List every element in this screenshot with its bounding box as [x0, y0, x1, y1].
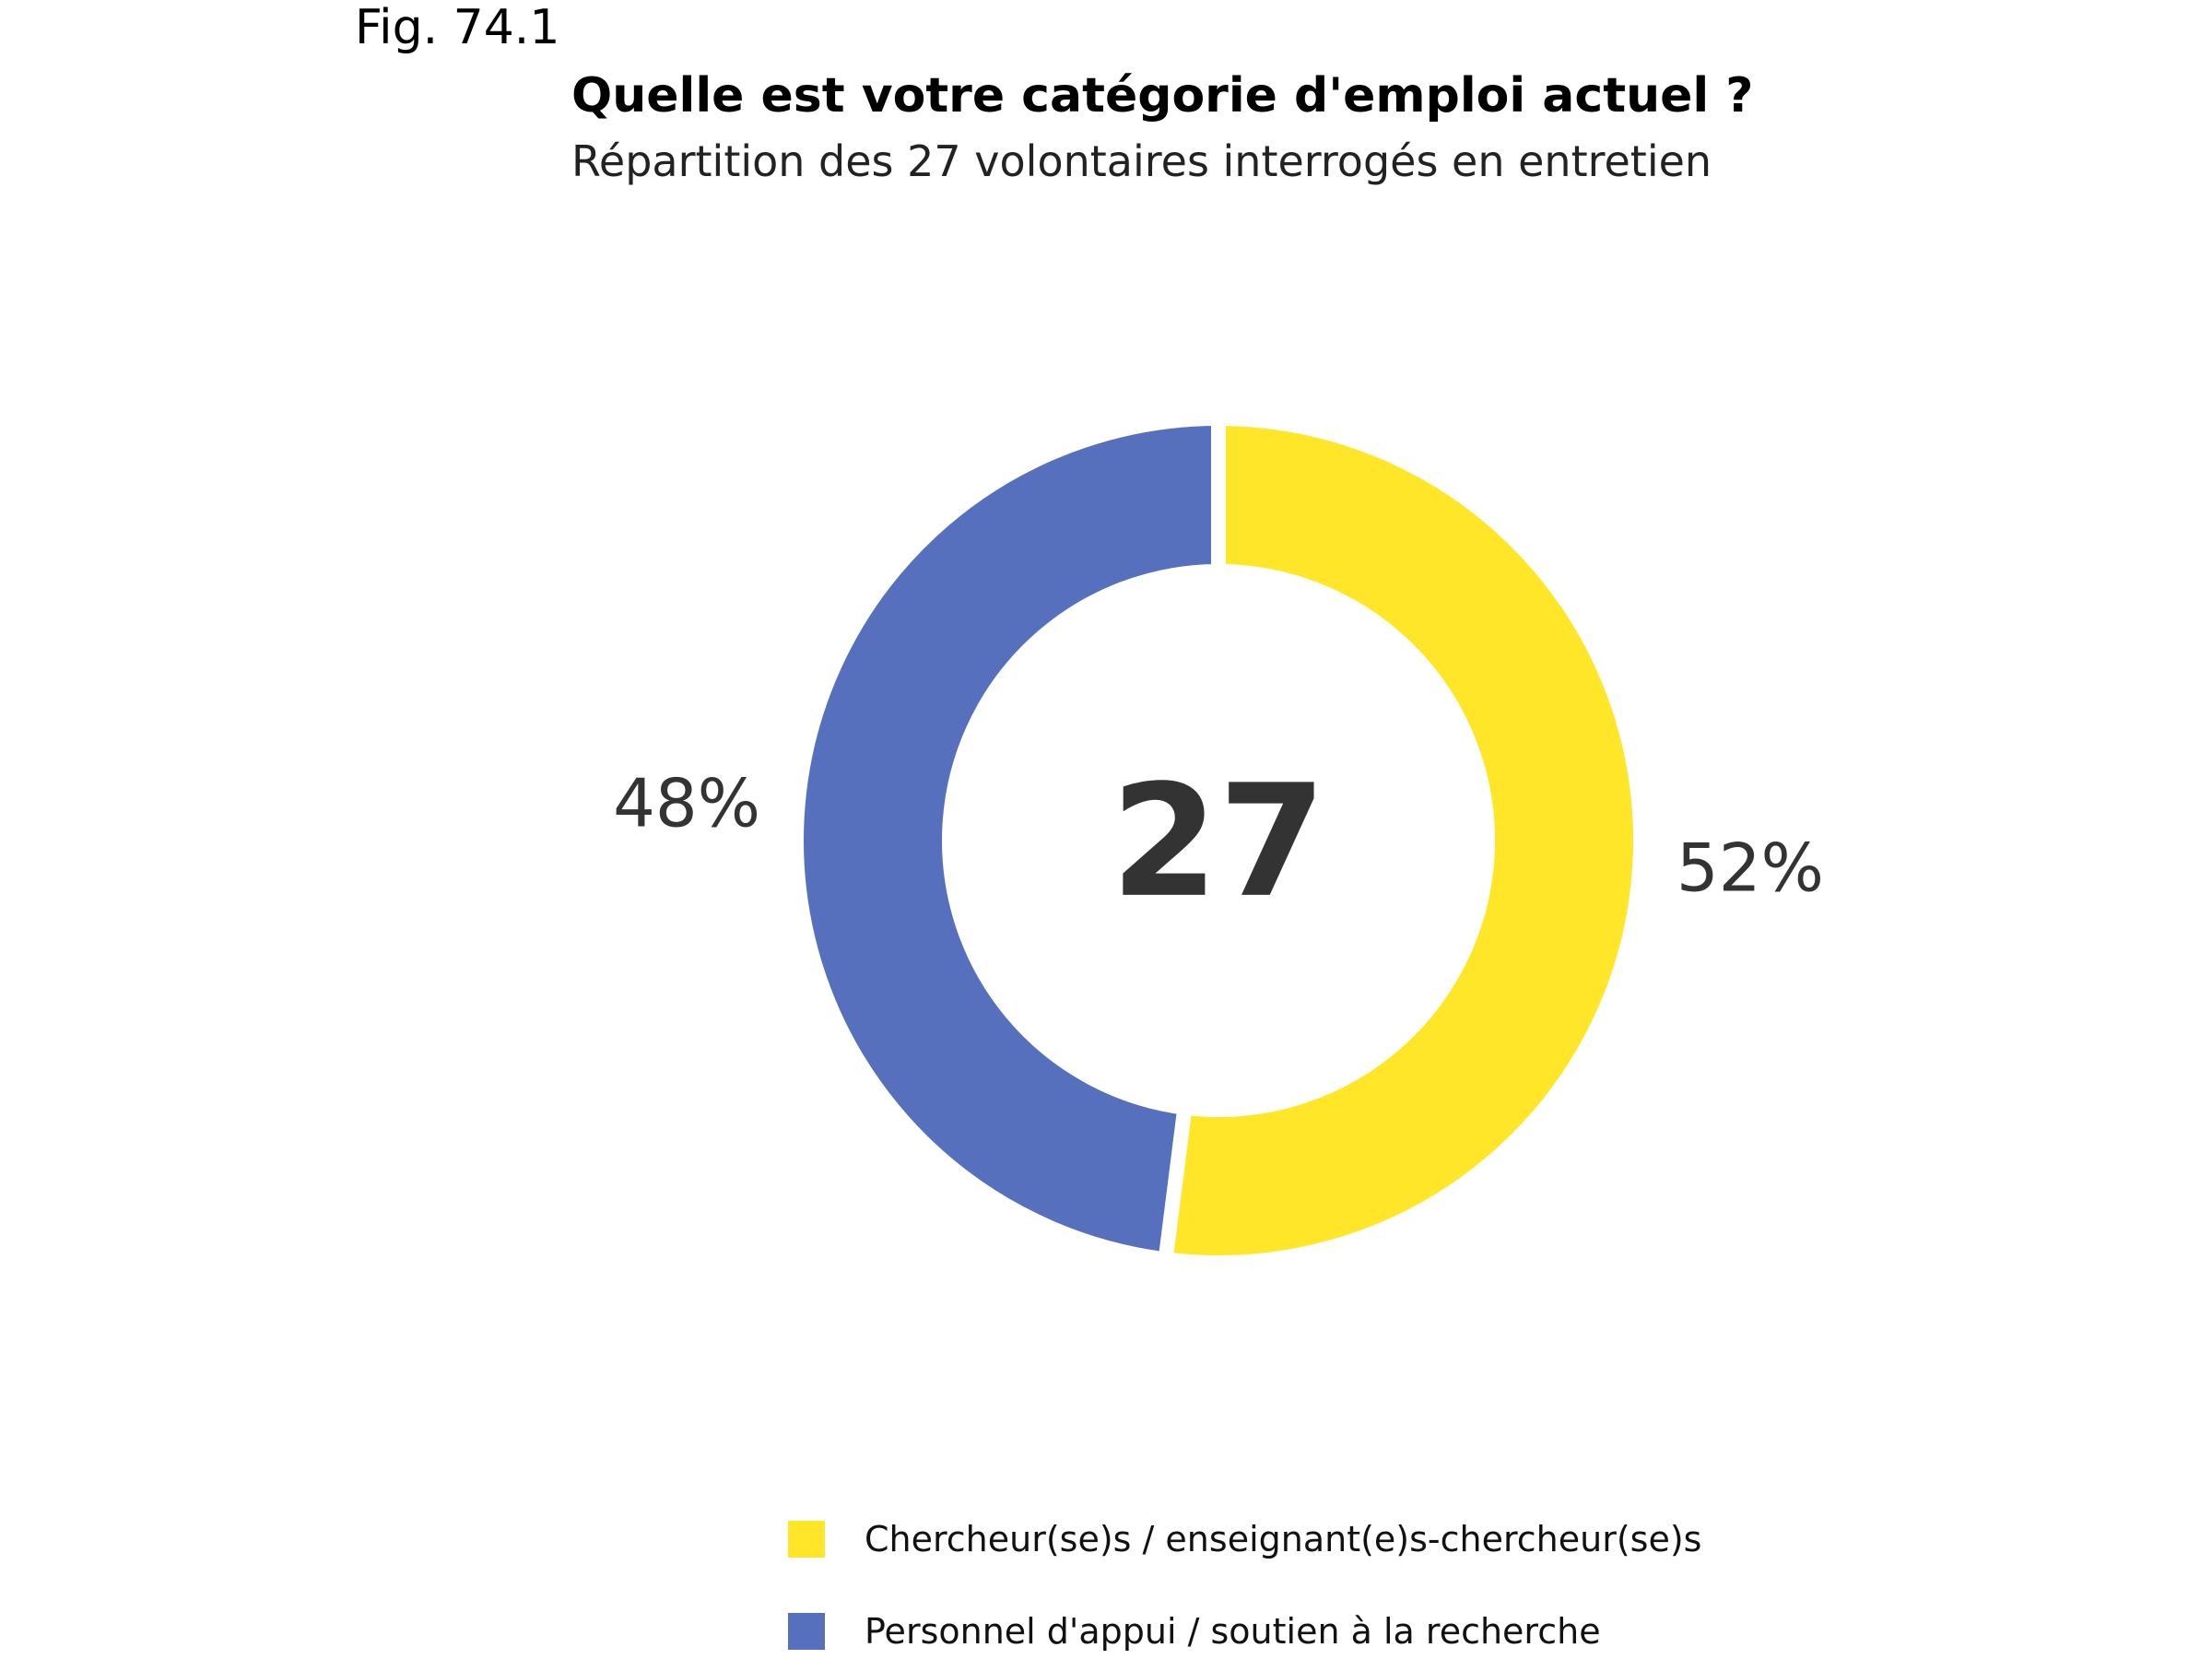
legend-label-personnel-appui: Personnel d'appui / soutien à la recherc… — [865, 1611, 1601, 1652]
donut-center-total: 27 — [1111, 751, 1326, 932]
donut-data-label-1: 48% — [613, 764, 760, 841]
donut-data-label-0: 52% — [1677, 830, 1824, 907]
figure-label: Fig. 74.1 — [355, 0, 560, 55]
donut-slice-1 — [789, 410, 1226, 1268]
chart-title: Quelle est votre catégorie d'emploi actu… — [571, 68, 1754, 124]
donut-slice-0 — [1157, 410, 1648, 1270]
donut-slices — [789, 410, 1648, 1270]
legend-swatch-chercheurs — [788, 1521, 825, 1558]
legend-swatch-personnel-appui — [788, 1613, 825, 1650]
donut-data-labels: 52% 48% — [613, 764, 1824, 906]
legend-label-chercheurs: Chercheur(se)s / enseignant(e)s-chercheu… — [865, 1519, 1702, 1559]
chart-subtitle: Répartition des 27 volontaires interrogé… — [571, 136, 1712, 186]
